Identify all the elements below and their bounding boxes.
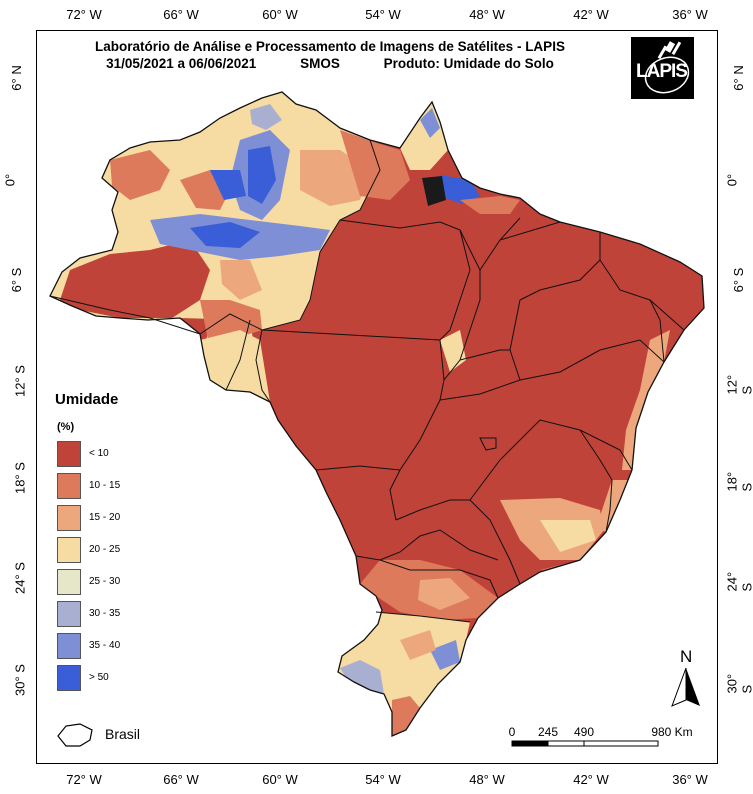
lon-tick-bottom: 66° W xyxy=(163,772,199,787)
scale-label: 490 xyxy=(573,725,595,739)
lon-tick-bottom: 54° W xyxy=(365,772,401,787)
legend-swatch xyxy=(57,601,81,627)
legend-label: 10 - 15 xyxy=(89,480,121,491)
lon-tick-top: 54° W xyxy=(365,7,401,22)
lon-tick-bottom: 72° W xyxy=(66,772,102,787)
legend-swatch xyxy=(57,441,81,467)
legend-title: Umidade xyxy=(55,391,119,408)
legend-swatch xyxy=(57,633,81,659)
legend-swatch xyxy=(57,505,81,531)
legend-label: 15 - 20 xyxy=(89,512,121,523)
legend-swatch xyxy=(57,569,81,595)
satellite-icon xyxy=(644,41,690,94)
legend-unit: (%) xyxy=(57,421,75,433)
logo-text: LAPIS xyxy=(636,61,688,82)
legend-label: 35 - 40 xyxy=(89,640,121,651)
legend-swatch xyxy=(57,473,81,499)
lon-tick-top: 72° W xyxy=(66,7,102,22)
legend-label: < 10 xyxy=(89,448,109,459)
lapis-logo: LAPIS xyxy=(631,37,694,99)
lon-tick-top: 60° W xyxy=(262,7,298,22)
title-line-lab: Laboratório de Análise e Processamento d… xyxy=(95,39,565,54)
legend-label: 20 - 25 xyxy=(89,544,121,555)
scale-bar xyxy=(511,740,659,747)
legend-label: > 50 xyxy=(89,672,109,683)
map-title: Laboratório de Análise e Processamento d… xyxy=(40,38,620,72)
scale-label: 245 xyxy=(537,725,559,739)
date-range: 31/05/2021 a 06/06/2021 xyxy=(106,56,257,71)
lon-tick-bottom: 48° W xyxy=(469,772,505,787)
lon-tick-top: 66° W xyxy=(163,7,199,22)
lon-tick-bottom: 36° W xyxy=(672,772,708,787)
lon-tick-top: 48° W xyxy=(469,7,505,22)
brasil-legend-label: Brasil xyxy=(105,726,141,742)
north-label: N xyxy=(680,647,693,666)
lon-tick-bottom: 42° W xyxy=(573,772,609,787)
legend-swatch xyxy=(57,537,81,563)
scale-label: 0 xyxy=(508,725,516,739)
sensor-label: SMOS xyxy=(300,56,340,71)
legend-label: 30 - 35 xyxy=(89,608,121,619)
scale-label: 980 Km xyxy=(651,725,693,739)
legend-label: 25 - 30 xyxy=(89,576,121,587)
product-label: Produto: Umidade do Solo xyxy=(383,56,554,71)
lon-tick-top: 42° W xyxy=(573,7,609,22)
north-arrow xyxy=(671,667,700,707)
legend-swatch xyxy=(57,665,81,691)
lon-tick-top: 36° W xyxy=(672,7,708,22)
brasil-outline-icon xyxy=(57,723,93,747)
lon-tick-bottom: 60° W xyxy=(262,772,298,787)
